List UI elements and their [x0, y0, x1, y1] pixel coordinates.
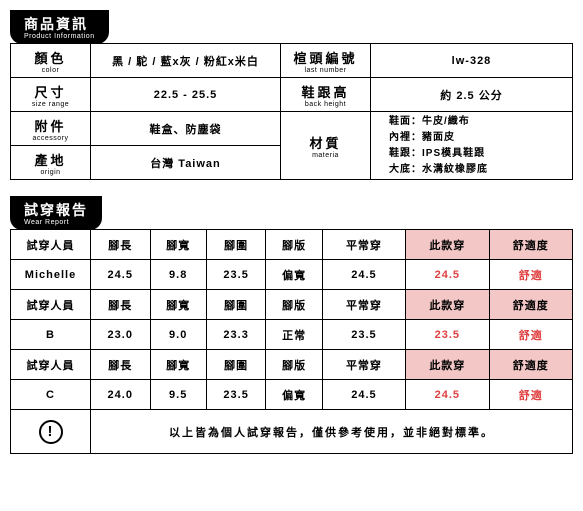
wear-report-title-zh: 試穿報告 — [24, 202, 88, 218]
cell-len: 23.0 — [91, 320, 151, 350]
cell-width: 9.5 — [150, 380, 206, 410]
cell-this: 24.5 — [406, 380, 489, 410]
cell-circ: 23.3 — [206, 320, 266, 350]
product-info-title-zh: 商品資訊 — [24, 16, 88, 32]
notice-text: 以上皆為個人試穿報告，僅供參考使用，並非絕對標準。 — [91, 410, 573, 454]
header-comfort: 舒適度 — [489, 290, 573, 320]
header-usual: 平常穿 — [322, 350, 405, 380]
label-color: 顏色color — [11, 44, 91, 78]
cell-shape: 偏寬 — [266, 260, 322, 290]
cell-comfort: 舒適 — [489, 260, 573, 290]
cell-name: Michelle — [11, 260, 91, 290]
cell-usual: 24.5 — [322, 260, 405, 290]
header-len: 腳長 — [91, 290, 151, 320]
header-len: 腳長 — [91, 350, 151, 380]
header-usual: 平常穿 — [322, 230, 405, 260]
cell-width: 9.8 — [150, 260, 206, 290]
header-shape: 腳版 — [266, 350, 322, 380]
product-info-header: 商品資訊 Product Information — [10, 10, 109, 44]
header-person: 試穿人員 — [11, 290, 91, 320]
header-usual: 平常穿 — [322, 290, 405, 320]
value-heel: 約 2.5 公分 — [371, 78, 573, 112]
header-shape: 腳版 — [266, 230, 322, 260]
header-comfort: 舒適度 — [489, 230, 573, 260]
cell-name: B — [11, 320, 91, 350]
notice-icon: ! — [11, 410, 91, 454]
cell-this: 23.5 — [406, 320, 489, 350]
product-info-title-en: Product Information — [24, 33, 95, 40]
wear-report-table: 試穿人員腳長腳寬腳圍腳版平常穿此款穿舒適度Michelle24.59.823.5… — [10, 229, 573, 454]
header-width: 腳寬 — [150, 350, 206, 380]
header-this: 此款穿 — [406, 350, 489, 380]
value-origin: 台灣 Taiwan — [91, 146, 281, 180]
label-size: 尺寸size range — [11, 78, 91, 112]
header-len: 腳長 — [91, 230, 151, 260]
cell-width: 9.0 — [150, 320, 206, 350]
value-material: 鞋面：牛皮/織布 內裡：豬面皮 鞋跟：IPS模具鞋跟 大底：水溝紋橡膠底 — [371, 112, 573, 180]
cell-circ: 23.5 — [206, 380, 266, 410]
cell-comfort: 舒適 — [489, 320, 573, 350]
header-width: 腳寬 — [150, 230, 206, 260]
header-width: 腳寬 — [150, 290, 206, 320]
cell-len: 24.0 — [91, 380, 151, 410]
header-person: 試穿人員 — [11, 350, 91, 380]
label-last: 楦頭編號last number — [281, 44, 371, 78]
cell-shape: 正常 — [266, 320, 322, 350]
value-accessory: 鞋盒、防塵袋 — [91, 112, 281, 146]
cell-name: C — [11, 380, 91, 410]
cell-len: 24.5 — [91, 260, 151, 290]
cell-usual: 23.5 — [322, 320, 405, 350]
cell-comfort: 舒適 — [489, 380, 573, 410]
cell-shape: 偏寬 — [266, 380, 322, 410]
cell-circ: 23.5 — [206, 260, 266, 290]
label-accessory: 附件accessory — [11, 112, 91, 146]
header-person: 試穿人員 — [11, 230, 91, 260]
header-circ: 腳圍 — [206, 290, 266, 320]
header-circ: 腳圍 — [206, 350, 266, 380]
wear-report-title-en: Wear Report — [24, 219, 88, 226]
label-heel: 鞋跟高back height — [281, 78, 371, 112]
header-this: 此款穿 — [406, 290, 489, 320]
label-origin: 產地origin — [11, 146, 91, 180]
cell-usual: 24.5 — [322, 380, 405, 410]
value-color: 黑 / 駝 / 藍x灰 / 粉紅x米白 — [91, 44, 281, 78]
value-last: lw-328 — [371, 44, 573, 78]
product-info-table: 顏色color 黑 / 駝 / 藍x灰 / 粉紅x米白 楦頭編號last num… — [10, 43, 573, 180]
wear-report-header: 試穿報告 Wear Report — [10, 196, 102, 230]
header-circ: 腳圍 — [206, 230, 266, 260]
header-shape: 腳版 — [266, 290, 322, 320]
label-material: 材質materia — [281, 112, 371, 180]
value-size: 22.5 - 25.5 — [91, 78, 281, 112]
cell-this: 24.5 — [406, 260, 489, 290]
header-comfort: 舒適度 — [489, 350, 573, 380]
header-this: 此款穿 — [406, 230, 489, 260]
